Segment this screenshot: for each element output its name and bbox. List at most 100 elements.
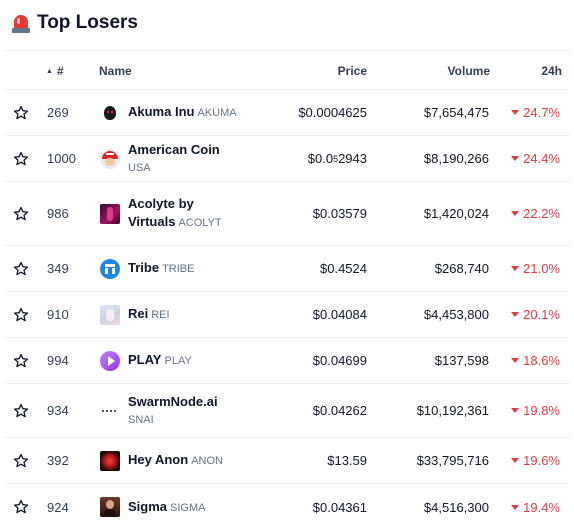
volume: $8,190,266 <box>423 151 489 166</box>
caret-down-icon <box>511 156 520 161</box>
coin-name: SwarmNode.ai <box>128 393 218 409</box>
rei-logo <box>100 304 120 325</box>
coin-name-link[interactable]: Rei REI <box>100 292 260 337</box>
change-24h: 20.1% <box>511 292 560 337</box>
price-column-header[interactable]: Price <box>337 64 367 78</box>
coin-symbol: AKUMA <box>197 107 237 119</box>
section-header: Top Losers <box>11 10 138 36</box>
coin-symbol: ACOLYT <box>178 217 222 229</box>
caret-down-icon <box>511 458 520 463</box>
coin-name-link[interactable]: PLAY PLAY <box>100 338 260 383</box>
table-row[interactable]: 1000 American Coin USA $0.0 5 2943 $8,190,2… <box>4 136 570 182</box>
caret-down-icon <box>511 504 520 510</box>
star-icon[interactable] <box>12 90 30 135</box>
coin-name: Rei <box>128 306 149 321</box>
table-row[interactable]: 349 Tribe TRIBE $0.4524 $268,740 21.0% <box>4 246 570 292</box>
volume: $268,740 <box>434 261 489 276</box>
volume: $137,598 <box>434 353 489 368</box>
rank: 349 <box>47 261 69 276</box>
name-column-header[interactable]: Name <box>99 64 132 78</box>
change-24h: 19.8% <box>511 384 560 437</box>
table-row[interactable]: 392 Hey Anon ANON $13.59 $33,795,716 19.6… <box>4 438 570 484</box>
caret-down-icon <box>511 110 520 115</box>
american-coin-logo <box>100 148 120 169</box>
change-24h: 18.6% <box>511 338 560 383</box>
top-losers-table: ▲ # Name Price Volume 24h 269 Akuma Inu AK… <box>4 50 570 526</box>
table-row[interactable]: 910 Rei REI $0.04084 $4,453,800 20.1% <box>4 292 570 338</box>
caret-down-icon <box>511 408 520 413</box>
price: $0.0 5 2943 <box>307 151 367 166</box>
change-24h: 24.7% <box>511 90 560 135</box>
volume-column-header[interactable]: Volume <box>447 64 490 78</box>
rank: 934 <box>47 403 69 418</box>
coin-name-link[interactable]: Acolyte by Virtuals ACOLYT <box>100 182 260 245</box>
coin-symbol: SNAI <box>128 413 154 426</box>
volume: $10,192,361 <box>416 403 489 418</box>
coin-name-link[interactable]: Hey Anon ANON <box>100 438 260 483</box>
akuma-logo <box>100 102 120 123</box>
change-24h: 22.2% <box>511 182 560 245</box>
volume: $4,453,800 <box>423 307 489 322</box>
change-24h: 19.6% <box>511 438 560 483</box>
coin-symbol: PLAY <box>164 355 192 367</box>
siren-icon <box>11 12 31 34</box>
star-icon[interactable] <box>12 136 30 181</box>
change-24h: 19.4% <box>511 484 560 526</box>
caret-down-icon <box>511 312 520 317</box>
acolyte-logo <box>100 203 120 224</box>
rank-column-header[interactable]: ▲ # <box>46 64 64 78</box>
sort-ascending-icon: ▲ <box>46 68 53 75</box>
coin-symbol: USA <box>128 161 151 174</box>
table-row[interactable]: 924 Sigma SIGMA $0.04361 $4,516,300 19.4% <box>4 484 570 526</box>
hey-anon-logo <box>100 450 120 471</box>
change-24h-column-header[interactable]: 24h <box>541 64 562 78</box>
price: $13.59 <box>327 453 367 468</box>
coin-name: Sigma <box>128 498 168 514</box>
section-title: Top Losers <box>37 12 138 33</box>
star-icon[interactable] <box>12 292 30 337</box>
price: $0.04361 <box>312 499 367 515</box>
star-icon[interactable] <box>12 338 30 383</box>
star-icon[interactable] <box>12 384 30 437</box>
table-row[interactable]: 986 Acolyte by Virtuals ACOLYT $0.03579 $1… <box>4 182 570 246</box>
price: $0.03579 <box>312 206 367 221</box>
price: $0.04699 <box>312 353 367 368</box>
coin-symbol: TRIBE <box>162 263 195 275</box>
table-row[interactable]: 269 Akuma Inu AKUMA $0.0004625 $7,654,475… <box>4 90 570 136</box>
star-icon[interactable] <box>12 182 30 245</box>
coin-symbol: ANON <box>191 455 223 467</box>
coin-name-continued: Virtuals <box>128 214 176 229</box>
price: $0.04084 <box>312 307 367 322</box>
play-logo <box>100 350 120 371</box>
star-icon[interactable] <box>12 438 30 483</box>
table-header: ▲ # Name Price Volume 24h <box>4 50 570 90</box>
coin-name-link[interactable]: SwarmNode.ai SNAI <box>100 384 260 437</box>
coin-name: American Coin <box>128 141 220 157</box>
coin-name-link[interactable]: Sigma SIGMA <box>100 484 260 526</box>
price: $0.04262 <box>312 403 367 418</box>
volume: $4,516,300 <box>423 499 489 515</box>
rank: 269 <box>47 105 69 120</box>
table-row[interactable]: 994 PLAY PLAY $0.04699 $137,598 18.6% <box>4 338 570 384</box>
rank: 994 <box>47 353 69 368</box>
caret-down-icon <box>511 358 520 363</box>
rank: 392 <box>47 453 69 468</box>
volume: $7,654,475 <box>423 105 489 120</box>
rank: 910 <box>47 307 69 322</box>
price: $0.4524 <box>320 261 367 276</box>
change-24h: 24.4% <box>511 136 560 181</box>
coin-name: Tribe <box>128 260 160 275</box>
coin-name: PLAY <box>128 352 162 367</box>
coin-name: Acolyte by <box>128 196 194 211</box>
table-row[interactable]: 934 SwarmNode.ai SNAI $0.04262 $10,192,36… <box>4 384 570 438</box>
star-icon[interactable] <box>12 484 30 526</box>
sigma-logo <box>100 497 120 517</box>
coin-symbol: REI <box>151 309 170 321</box>
coin-name: Hey Anon <box>128 452 189 467</box>
tribe-logo <box>100 258 120 279</box>
star-icon[interactable] <box>12 246 30 291</box>
volume: $1,420,024 <box>423 206 489 221</box>
coin-name-link[interactable]: Akuma Inu AKUMA <box>100 90 260 135</box>
coin-name-link[interactable]: Tribe TRIBE <box>100 246 260 291</box>
coin-name-link[interactable]: American Coin USA <box>100 136 260 181</box>
